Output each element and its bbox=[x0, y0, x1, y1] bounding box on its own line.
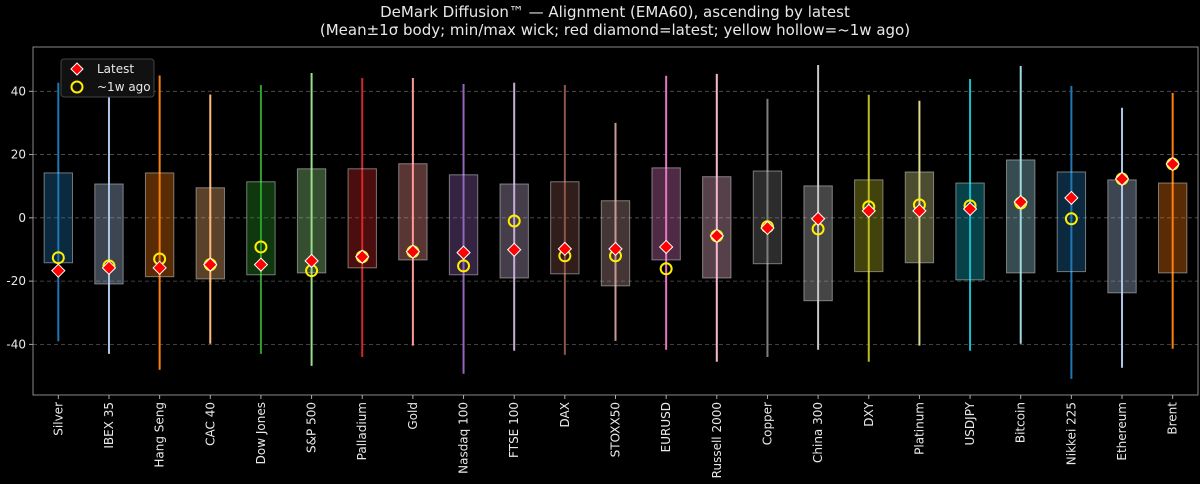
latest-marker bbox=[760, 220, 775, 236]
body bbox=[398, 163, 428, 261]
latest-marker bbox=[1165, 156, 1180, 172]
chart-subtitle: (Mean±1σ body; min/max wick; red diamond… bbox=[320, 21, 910, 39]
week-ago-marker bbox=[659, 262, 673, 276]
latest-marker bbox=[1013, 194, 1028, 210]
x-tick-label: Russell 2000 bbox=[710, 402, 724, 478]
x-tick-label: Nasdaq 100 bbox=[457, 402, 471, 474]
x-tick-label: STOXX50 bbox=[609, 402, 623, 457]
body bbox=[144, 172, 175, 278]
week-ago-marker bbox=[1064, 212, 1078, 226]
latest-marker bbox=[1114, 171, 1130, 187]
x-tick-label: Hang Seng bbox=[153, 402, 167, 468]
legend-marker bbox=[70, 62, 84, 76]
x-tick-label: EURUSD bbox=[659, 402, 673, 452]
latest-marker bbox=[962, 201, 978, 217]
latest-marker bbox=[658, 239, 674, 255]
week-ago-marker bbox=[507, 214, 521, 228]
latest-marker bbox=[557, 241, 573, 257]
x-tick-label: Copper bbox=[760, 402, 774, 445]
x-tick-label: Platinum bbox=[912, 402, 926, 455]
latest-marker bbox=[152, 260, 167, 276]
body bbox=[702, 176, 732, 279]
x-tick-label: Silver bbox=[51, 402, 65, 436]
body bbox=[955, 182, 985, 281]
week-ago-marker bbox=[254, 240, 268, 254]
x-tick-label: Brent bbox=[1166, 402, 1180, 435]
x-tick-label: Gold bbox=[406, 402, 420, 430]
body bbox=[752, 170, 783, 265]
x-tick-label: FTSE 100 bbox=[507, 402, 521, 458]
body bbox=[1157, 182, 1188, 274]
latest-marker bbox=[810, 211, 826, 226]
latest-marker bbox=[709, 228, 725, 244]
x-tick-label: Ethereum bbox=[1115, 402, 1129, 461]
y-tick-label: -40 bbox=[6, 337, 26, 351]
x-tick-label: DAX bbox=[558, 402, 572, 427]
x-tick-label: Dow Jones bbox=[254, 402, 268, 464]
latest-marker bbox=[405, 244, 421, 259]
y-tick-label: 20 bbox=[11, 148, 26, 162]
body bbox=[499, 183, 529, 279]
latest-marker bbox=[253, 257, 269, 272]
x-tick-label: IBEX 35 bbox=[102, 402, 116, 449]
legend-label: ~1w ago bbox=[97, 80, 151, 94]
chart-title: DeMark Diffusion™ — Alignment (EMA60), a… bbox=[380, 3, 850, 21]
body bbox=[854, 179, 884, 273]
latest-marker bbox=[912, 203, 927, 219]
y-tick-label: 0 bbox=[18, 211, 26, 225]
body bbox=[1107, 179, 1137, 294]
week-ago-marker bbox=[457, 259, 471, 273]
legend: Latest ~1w ago bbox=[60, 58, 155, 98]
body bbox=[550, 181, 580, 275]
x-tick-label: USDJPY bbox=[963, 401, 977, 445]
body bbox=[1006, 159, 1036, 274]
latest-marker bbox=[203, 257, 218, 272]
week-ago-marker bbox=[51, 251, 65, 265]
y-tick-label: -20 bbox=[6, 274, 26, 288]
latest-marker bbox=[608, 241, 623, 257]
latest-marker bbox=[506, 242, 522, 257]
body bbox=[43, 172, 74, 264]
body bbox=[803, 185, 833, 302]
latest-marker bbox=[861, 203, 876, 219]
y-tick-label: 40 bbox=[11, 84, 26, 98]
latest-marker bbox=[456, 245, 471, 260]
x-tick-label: China 300 bbox=[811, 402, 825, 463]
legend-box bbox=[60, 58, 155, 98]
latest-marker bbox=[355, 249, 370, 264]
x-tick-label: Palladium bbox=[355, 402, 369, 460]
x-tick-label: Nikkei 225 bbox=[1064, 402, 1078, 465]
legend-label: Latest bbox=[97, 62, 134, 76]
x-tick-label: S&P 500 bbox=[305, 402, 319, 453]
body bbox=[600, 200, 631, 287]
plot-frame bbox=[32, 46, 1199, 396]
latest-marker bbox=[101, 260, 117, 276]
x-tick-label: CAC 40 bbox=[203, 402, 217, 446]
latest-marker bbox=[1064, 190, 1079, 206]
latest-marker bbox=[51, 263, 66, 278]
legend-marker bbox=[70, 80, 84, 94]
x-tick-label: Bitcoin bbox=[1014, 402, 1028, 443]
body bbox=[1056, 171, 1087, 273]
x-tick-label: DXY bbox=[862, 401, 876, 426]
latest-marker bbox=[304, 253, 319, 269]
